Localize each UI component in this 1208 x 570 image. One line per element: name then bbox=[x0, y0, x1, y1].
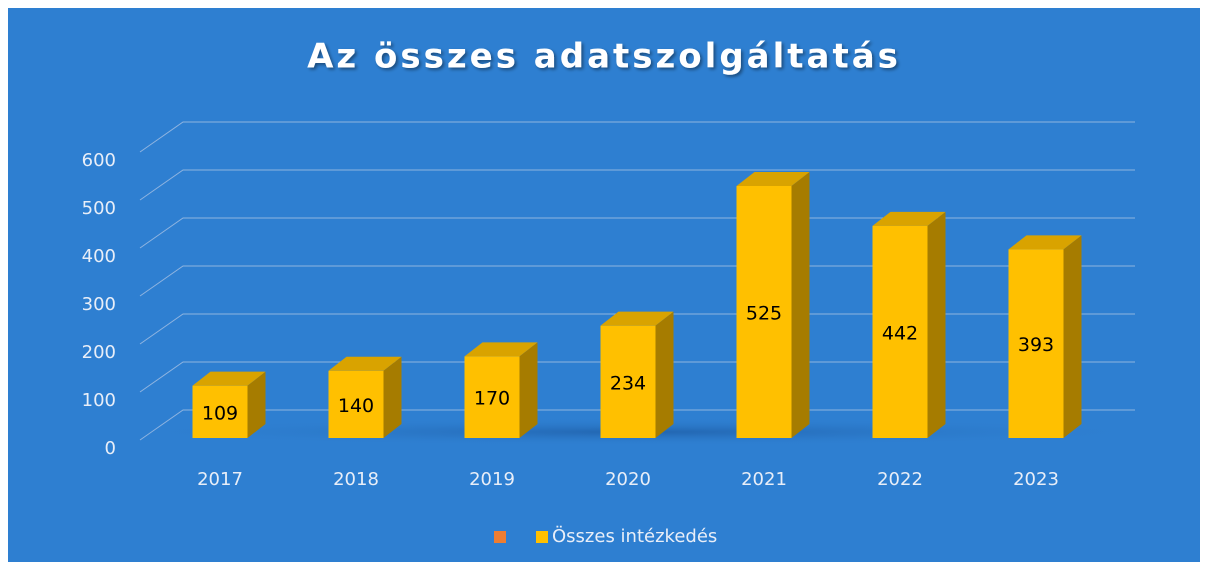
bar bbox=[1008, 249, 1064, 438]
grid-line bbox=[139, 313, 1135, 345]
bar bbox=[736, 186, 792, 438]
bar-top bbox=[464, 342, 538, 357]
y-tick-label: 0 bbox=[105, 438, 116, 459]
x-tick-label: 2021 bbox=[741, 469, 787, 490]
x-tick-label: 2022 bbox=[877, 469, 923, 490]
bar bbox=[192, 385, 248, 438]
bar-side bbox=[383, 356, 402, 438]
data-label: 393 bbox=[1018, 334, 1054, 356]
y-tick-label: 400 bbox=[82, 246, 116, 267]
bar-side bbox=[791, 172, 810, 438]
bar-side bbox=[519, 342, 538, 438]
y-tick-label: 600 bbox=[82, 150, 116, 171]
legend-swatch-empty bbox=[494, 531, 506, 543]
x-tick-label: 2019 bbox=[469, 469, 515, 490]
x-tick-label: 2017 bbox=[197, 469, 243, 490]
data-label: 140 bbox=[338, 395, 374, 417]
bar bbox=[464, 356, 520, 438]
y-tick-label: 200 bbox=[82, 342, 116, 363]
data-label: 234 bbox=[610, 372, 646, 394]
y-tick-label: 300 bbox=[82, 294, 116, 315]
grid-line bbox=[139, 169, 1135, 201]
x-tick-label: 2023 bbox=[1013, 469, 1059, 490]
x-tick-label: 2018 bbox=[333, 469, 379, 490]
grid-line bbox=[139, 265, 1135, 297]
bar-top bbox=[192, 371, 266, 386]
grid-line bbox=[139, 361, 1135, 393]
bar-top bbox=[872, 211, 946, 226]
data-label: 525 bbox=[746, 303, 782, 325]
bar-side bbox=[927, 211, 946, 438]
bar-top bbox=[1008, 235, 1082, 250]
chart-title: Az összes adatszolgáltatás bbox=[307, 37, 901, 77]
legend-swatch bbox=[536, 531, 548, 543]
bar-side bbox=[247, 371, 266, 438]
y-tick-label: 100 bbox=[82, 390, 116, 411]
data-label: 109 bbox=[202, 402, 238, 424]
bars: 2017 2018 2019 2020 2021 2022 2023 109 140 170 234… bbox=[192, 172, 1082, 490]
grid-line bbox=[139, 121, 1135, 153]
grid-line bbox=[139, 217, 1135, 249]
data-label: 170 bbox=[474, 388, 510, 410]
legend-label: Összes intézkedés bbox=[552, 525, 717, 547]
bar-side bbox=[1063, 235, 1082, 438]
bar bbox=[328, 370, 384, 438]
data-label: 442 bbox=[882, 322, 918, 344]
background bbox=[8, 8, 1200, 562]
bar-top bbox=[736, 172, 810, 186]
bar bbox=[600, 325, 656, 438]
bar-top bbox=[328, 356, 402, 371]
y-tick-label: 500 bbox=[82, 198, 116, 219]
bar bbox=[872, 225, 928, 438]
x-tick-label: 2020 bbox=[605, 469, 651, 490]
bar-side bbox=[655, 311, 674, 438]
bar-top bbox=[600, 311, 674, 326]
